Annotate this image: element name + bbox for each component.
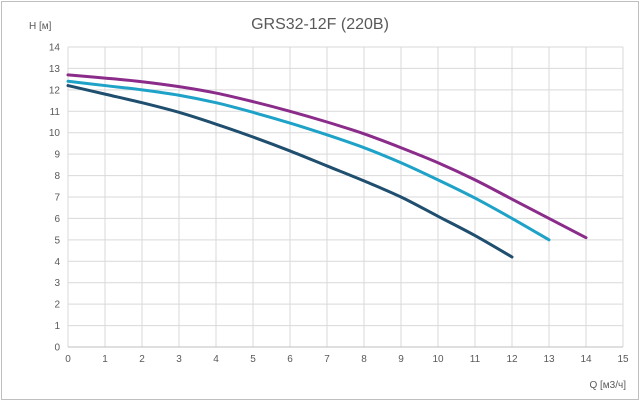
series-group <box>66 73 588 259</box>
y-tick-label: 5 <box>54 235 60 246</box>
y-tick-label: 6 <box>54 214 60 225</box>
x-tick-label: 14 <box>580 354 592 365</box>
y-tick-label: 0 <box>54 343 60 354</box>
x-tick-label: 8 <box>361 354 367 365</box>
x-axis-label: Q [м3/ч] <box>589 380 626 391</box>
y-tick-label: 10 <box>49 128 61 139</box>
y-tick-label: 8 <box>54 171 60 182</box>
y-tick-label: 3 <box>54 278 60 289</box>
y-tick-label: 2 <box>54 300 60 311</box>
x-tick-label: 15 <box>617 354 629 365</box>
y-tick-label: 7 <box>54 193 60 204</box>
x-tick-label: 11 <box>470 354 481 365</box>
x-tick-label: 2 <box>139 354 145 365</box>
x-tick-label: 10 <box>432 354 444 365</box>
grid <box>67 46 624 348</box>
y-tick-label: 12 <box>49 85 61 96</box>
series-line-1 <box>66 84 514 259</box>
y-tick-label: 13 <box>49 64 61 75</box>
x-tick-labels: 0 1 2 3 4 5 6 7 8 9 10 11 12 13 14 15 <box>65 354 629 365</box>
x-tick-label: 9 <box>398 354 404 365</box>
y-axis-label: H [м] <box>29 21 52 32</box>
x-tick-label: 5 <box>250 354 256 365</box>
x-tick-label: 6 <box>287 354 293 365</box>
chart-title: GRS32-12F (220В) <box>251 16 389 33</box>
x-tick-label: 4 <box>213 354 219 365</box>
y-tick-label: 9 <box>54 150 60 161</box>
x-tick-label: 1 <box>102 354 108 365</box>
x-tick-label: 12 <box>506 354 518 365</box>
x-tick-label: 3 <box>176 354 182 365</box>
series-line-2 <box>66 79 551 242</box>
y-tick-label: 1 <box>54 321 60 332</box>
series-line-3 <box>66 73 588 240</box>
y-tick-label: 11 <box>50 107 61 118</box>
y-tick-label: 14 <box>49 43 61 54</box>
x-tick-label: 0 <box>65 354 71 365</box>
x-tick-label: 7 <box>324 354 330 365</box>
x-tick-label: 13 <box>543 354 555 365</box>
y-tick-label: 4 <box>54 257 60 268</box>
